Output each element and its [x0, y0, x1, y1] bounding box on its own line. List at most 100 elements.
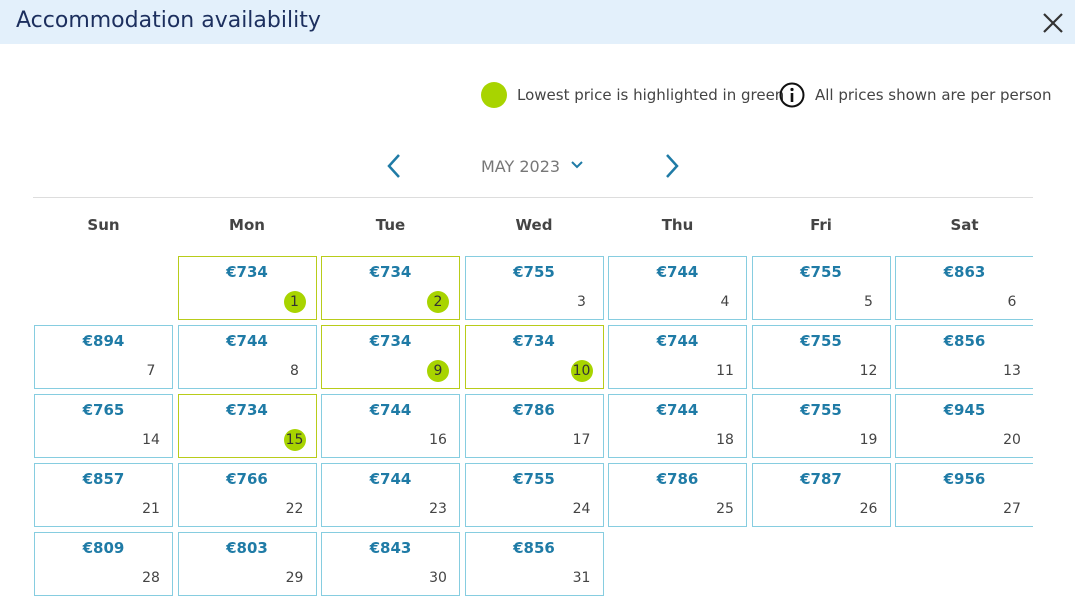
price: €734 — [226, 401, 268, 419]
legend-text: Lowest price is highlighted in green — [517, 86, 785, 104]
price: €734 — [226, 263, 268, 281]
price: €843 — [369, 539, 412, 557]
price: €856 — [513, 539, 555, 557]
prev-month[interactable] — [384, 153, 404, 179]
day-cell[interactable]: €945 20 — [895, 394, 1033, 458]
day-cell[interactable]: €755 12 — [751, 325, 891, 389]
weekday-label: Tue — [375, 216, 406, 234]
day-cell[interactable]: €809 28 — [34, 532, 173, 596]
legend-swatch — [481, 82, 507, 108]
next-month[interactable] — [662, 153, 682, 179]
day-number: 19 — [859, 432, 878, 448]
day-cell[interactable]: €755 5 — [751, 256, 891, 320]
day-number: 26 — [859, 501, 878, 517]
weekday-label: Mon — [229, 216, 265, 234]
price: €744 — [369, 470, 412, 488]
price: €945 — [943, 401, 986, 419]
day-cell[interactable]: €755 19 — [751, 394, 891, 458]
price: €809 — [82, 539, 125, 557]
day-cell[interactable]: €734 10 — [464, 325, 604, 389]
day-cell[interactable]: €894 7 — [34, 325, 173, 389]
price: €744 — [369, 401, 412, 419]
price: €734 — [369, 332, 412, 350]
day-number: 29 — [285, 570, 304, 586]
day-cell[interactable]: €786 17 — [464, 394, 604, 458]
day-cell[interactable]: €744 18 — [608, 394, 747, 458]
day-cell[interactable]: €765 14 — [34, 394, 173, 458]
day-number: 20 — [1003, 432, 1021, 448]
price: €786 — [656, 470, 699, 488]
day-cell[interactable]: €766 22 — [177, 463, 317, 527]
price: €755 — [800, 401, 842, 419]
price: €734 — [369, 263, 412, 281]
info-icon — [779, 82, 805, 108]
day-number: 1 — [283, 291, 306, 313]
price: €766 — [226, 470, 268, 488]
day-cell[interactable]: €857 21 — [34, 463, 173, 527]
month-dropdown[interactable] — [570, 160, 584, 170]
day-number: 3 — [577, 294, 586, 310]
day-cell[interactable]: €744 16 — [321, 394, 460, 458]
price: €744 — [656, 263, 699, 281]
day-cell[interactable]: €856 31 — [464, 532, 604, 596]
day-cell[interactable]: €956 27 — [895, 463, 1033, 527]
day-cell[interactable]: €803 29 — [177, 532, 317, 596]
day-cell[interactable]: €856 13 — [895, 325, 1033, 389]
day-number: 4 — [720, 294, 730, 310]
day-number: 24 — [572, 501, 591, 517]
day-cell[interactable]: €734 15 — [177, 394, 317, 458]
day-cell[interactable]: €744 23 — [321, 463, 460, 527]
price: €744 — [656, 332, 699, 350]
dialog-title: Accommodation availability — [16, 8, 321, 33]
day-number: 8 — [290, 363, 299, 379]
day-cell[interactable]: €787 26 — [751, 463, 891, 527]
price: €894 — [82, 332, 125, 350]
price: €744 — [226, 332, 268, 350]
price: €755 — [513, 470, 555, 488]
day-number: 31 — [572, 570, 591, 586]
day-number: 25 — [716, 501, 734, 517]
day-cell[interactable]: €755 24 — [464, 463, 604, 527]
price: €734 — [513, 332, 555, 350]
price: €755 — [513, 263, 555, 281]
day-cell[interactable]: €786 25 — [608, 463, 747, 527]
price: €857 — [82, 470, 125, 488]
day-number: 17 — [572, 432, 591, 448]
day-number: 16 — [429, 432, 447, 448]
month-label[interactable]: MAY 2023 — [481, 157, 561, 176]
weekday-label: Fri — [810, 216, 832, 234]
day-number: 27 — [1003, 501, 1021, 517]
day-cell[interactable]: €734 9 — [321, 325, 460, 389]
day-number: 22 — [285, 501, 304, 517]
price: €765 — [82, 401, 125, 419]
day-cell[interactable]: €734 1 — [177, 256, 317, 320]
day-number: 10 — [570, 360, 593, 382]
day-cell[interactable]: €744 8 — [177, 325, 317, 389]
day-number: 7 — [146, 363, 156, 379]
day-number: 13 — [1003, 363, 1021, 379]
day-cell[interactable]: €755 3 — [464, 256, 604, 320]
day-number: 28 — [142, 570, 160, 586]
day-cell[interactable]: €863 6 — [895, 256, 1033, 320]
day-cell[interactable]: €734 2 — [321, 256, 460, 320]
close-button[interactable] — [1042, 12, 1064, 34]
day-number: 6 — [1007, 294, 1017, 310]
day-number: 2 — [427, 291, 449, 313]
divider — [33, 197, 1033, 198]
day-number: 11 — [716, 363, 734, 379]
weekday-label: Sun — [87, 216, 120, 234]
price: €956 — [943, 470, 986, 488]
price: €787 — [800, 470, 842, 488]
day-number: 30 — [429, 570, 447, 586]
info-text: All prices shown are per person — [815, 86, 1052, 104]
price: €803 — [226, 539, 268, 557]
price: €863 — [943, 263, 986, 281]
day-cell[interactable]: €744 11 — [608, 325, 747, 389]
day-cell[interactable]: €744 4 — [608, 256, 747, 320]
day-number: 18 — [716, 432, 734, 448]
day-number: 5 — [864, 294, 873, 310]
price: €755 — [800, 332, 842, 350]
day-number: 9 — [427, 360, 449, 382]
day-cell[interactable]: €843 30 — [321, 532, 460, 596]
